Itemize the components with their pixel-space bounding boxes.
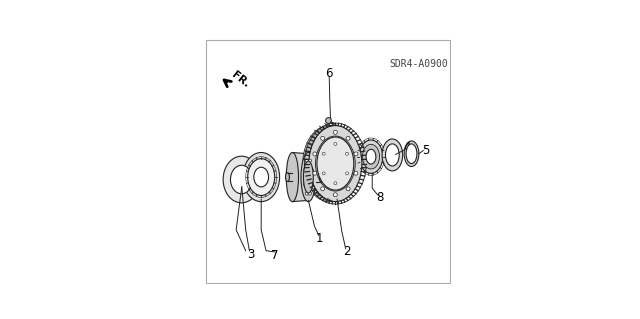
- Text: 1: 1: [316, 232, 323, 245]
- Ellipse shape: [286, 152, 298, 202]
- Ellipse shape: [223, 156, 260, 203]
- Ellipse shape: [382, 139, 403, 171]
- Ellipse shape: [310, 182, 314, 186]
- Ellipse shape: [354, 171, 358, 175]
- Ellipse shape: [321, 187, 324, 191]
- Ellipse shape: [308, 159, 312, 162]
- Ellipse shape: [346, 136, 350, 140]
- Text: SDR4-A0900: SDR4-A0900: [390, 59, 448, 69]
- Ellipse shape: [313, 171, 317, 175]
- Ellipse shape: [346, 172, 349, 175]
- Polygon shape: [303, 125, 335, 202]
- Polygon shape: [292, 152, 308, 202]
- Ellipse shape: [254, 167, 269, 187]
- Ellipse shape: [248, 159, 275, 196]
- Ellipse shape: [346, 152, 349, 155]
- Ellipse shape: [303, 168, 307, 172]
- Ellipse shape: [322, 152, 325, 155]
- Ellipse shape: [334, 182, 337, 185]
- Text: 6: 6: [326, 67, 333, 80]
- Ellipse shape: [334, 142, 337, 145]
- Ellipse shape: [404, 141, 419, 167]
- Ellipse shape: [243, 152, 280, 202]
- Text: 4: 4: [404, 141, 411, 154]
- Ellipse shape: [322, 172, 325, 175]
- Ellipse shape: [366, 149, 376, 164]
- Ellipse shape: [310, 168, 314, 172]
- Text: 2: 2: [342, 246, 350, 258]
- Ellipse shape: [305, 192, 308, 195]
- Ellipse shape: [354, 152, 358, 156]
- Ellipse shape: [301, 152, 316, 202]
- Ellipse shape: [309, 125, 362, 202]
- Ellipse shape: [303, 161, 313, 193]
- Text: 5: 5: [422, 144, 429, 157]
- Ellipse shape: [303, 182, 307, 186]
- Ellipse shape: [316, 136, 355, 191]
- Ellipse shape: [285, 173, 289, 182]
- Ellipse shape: [317, 137, 354, 190]
- Ellipse shape: [313, 152, 317, 156]
- Ellipse shape: [362, 145, 380, 169]
- Text: 7: 7: [271, 249, 279, 262]
- Ellipse shape: [230, 165, 253, 194]
- Ellipse shape: [319, 172, 324, 182]
- Ellipse shape: [333, 193, 337, 197]
- Circle shape: [326, 118, 332, 123]
- Ellipse shape: [346, 187, 350, 191]
- Text: 3: 3: [247, 249, 254, 262]
- Ellipse shape: [305, 159, 308, 162]
- Ellipse shape: [385, 144, 399, 166]
- Text: FR.: FR.: [230, 70, 251, 90]
- Text: 8: 8: [376, 191, 383, 204]
- Ellipse shape: [406, 144, 417, 164]
- Ellipse shape: [321, 136, 324, 140]
- Ellipse shape: [308, 192, 312, 195]
- Ellipse shape: [333, 130, 337, 134]
- Ellipse shape: [359, 140, 383, 174]
